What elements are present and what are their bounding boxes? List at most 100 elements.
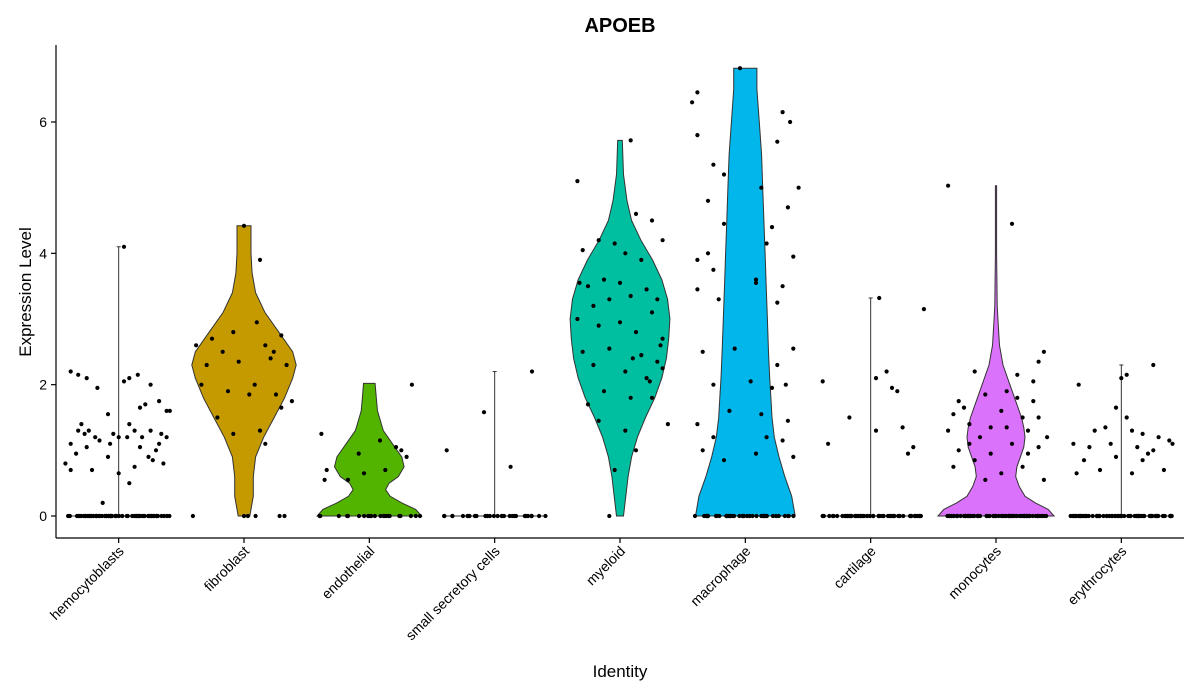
data-point — [951, 464, 956, 469]
data-point — [142, 513, 147, 519]
x-tick-label: macrophage — [687, 543, 753, 609]
data-point — [649, 218, 655, 223]
data-point — [467, 513, 472, 519]
data-point — [690, 100, 695, 105]
data-point — [1162, 513, 1167, 519]
data-point — [721, 458, 727, 463]
data-point — [716, 297, 721, 302]
data-point — [1167, 438, 1172, 443]
x-tick-label: hemocytoblasts — [47, 543, 127, 623]
data-point — [273, 392, 279, 397]
data-point — [1113, 454, 1119, 459]
data-point — [607, 297, 612, 302]
data-point — [580, 349, 585, 354]
data-point — [612, 241, 617, 246]
data-point — [967, 441, 972, 446]
data-point — [1135, 513, 1140, 519]
data-point — [485, 513, 490, 519]
data-point — [257, 257, 263, 262]
data-point — [630, 356, 635, 361]
data-point — [513, 513, 519, 519]
data-point — [1086, 513, 1091, 519]
data-point — [152, 513, 157, 519]
data-point — [1042, 513, 1047, 519]
data-point — [732, 513, 737, 519]
data-point — [1129, 428, 1135, 433]
data-point — [133, 513, 138, 519]
data-point — [623, 251, 628, 256]
data-point — [737, 66, 743, 71]
data-point — [79, 513, 84, 519]
data-point — [1142, 513, 1147, 519]
data-point — [143, 402, 148, 407]
x-tick-label: myeloid — [583, 543, 628, 588]
data-point — [91, 513, 96, 519]
data-point — [121, 244, 127, 249]
data-point — [775, 300, 780, 305]
data-point — [796, 185, 801, 190]
data-point — [946, 183, 951, 188]
data-point — [649, 310, 655, 315]
data-point — [596, 238, 601, 243]
data-point — [89, 467, 95, 473]
data-point — [1097, 513, 1102, 519]
data-point — [633, 330, 639, 335]
data-point — [322, 477, 327, 482]
data-point — [769, 225, 775, 230]
data-point — [87, 513, 92, 519]
data-point — [1108, 441, 1113, 446]
data-point — [721, 172, 727, 177]
data-point — [1147, 513, 1152, 519]
data-point — [791, 254, 796, 259]
data-point — [68, 369, 73, 374]
data-point — [1124, 372, 1129, 377]
data-point — [905, 451, 911, 456]
data-point — [1118, 513, 1123, 519]
data-point — [74, 451, 79, 456]
data-point — [127, 422, 132, 427]
data-point — [764, 435, 769, 440]
data-point — [999, 471, 1004, 476]
data-point — [1076, 382, 1081, 387]
data-point — [93, 435, 98, 440]
data-point — [147, 513, 152, 519]
data-point — [885, 513, 891, 519]
data-point — [954, 513, 960, 519]
data-point — [491, 513, 496, 519]
data-point — [84, 376, 89, 381]
data-point — [655, 297, 660, 302]
violin-group-hemocytoblasts — [63, 244, 172, 519]
data-point — [769, 385, 775, 390]
data-point — [1024, 513, 1029, 519]
data-point — [1074, 471, 1079, 476]
data-point — [1004, 389, 1009, 394]
data-point — [356, 513, 362, 519]
data-point — [393, 445, 399, 450]
data-point — [271, 349, 276, 354]
data-point — [231, 330, 236, 335]
data-point — [764, 241, 769, 246]
data-point — [1020, 464, 1025, 469]
data-point — [495, 513, 500, 519]
violin-myeloid — [569, 139, 671, 517]
x-tick-label: small secretory cells — [402, 543, 502, 643]
violin-group-macrophage — [690, 66, 801, 519]
data-point — [1145, 451, 1151, 456]
data-point — [633, 211, 639, 216]
data-point — [947, 513, 952, 519]
data-point — [86, 428, 91, 433]
data-point — [1009, 441, 1015, 446]
data-point — [780, 284, 785, 289]
plot-area — [63, 66, 1175, 519]
data-point — [921, 307, 927, 312]
data-point — [972, 458, 977, 463]
data-point — [345, 513, 350, 519]
data-point — [148, 382, 153, 387]
data-point — [580, 248, 585, 253]
data-point — [785, 205, 791, 210]
data-point — [1002, 513, 1008, 519]
data-point — [362, 513, 367, 519]
data-point — [1036, 445, 1041, 450]
data-point — [1129, 471, 1135, 476]
